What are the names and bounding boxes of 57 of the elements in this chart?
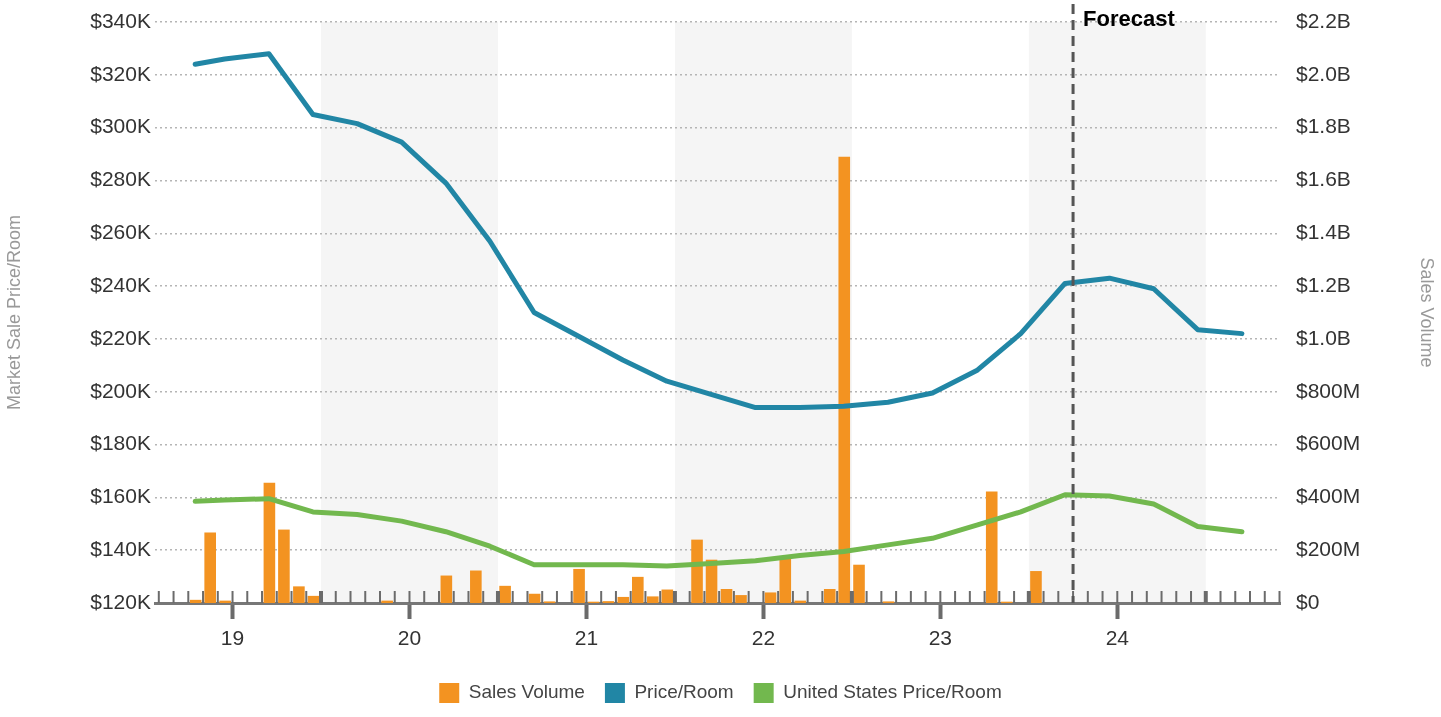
bar bbox=[528, 593, 541, 603]
y-tick-label: $320K bbox=[90, 61, 151, 85]
ref-line-label: Forecast bbox=[1083, 6, 1176, 32]
y-tick-label: $280K bbox=[90, 167, 151, 191]
y2-tick-label: $0 bbox=[1296, 589, 1320, 613]
y2-axis-title: Sales Volume bbox=[1417, 257, 1438, 368]
bar bbox=[823, 589, 836, 603]
x-tick-label: 23 bbox=[928, 626, 953, 650]
bar bbox=[204, 532, 216, 603]
bar bbox=[735, 595, 747, 603]
bar bbox=[853, 564, 865, 603]
x-tick-label: 24 bbox=[1105, 626, 1130, 650]
y-tick-label: $260K bbox=[90, 220, 151, 244]
bar bbox=[1030, 571, 1042, 603]
bar bbox=[293, 586, 305, 603]
y2-tick-label: $1.0B bbox=[1296, 325, 1351, 349]
bar bbox=[985, 491, 998, 603]
bar bbox=[573, 568, 585, 603]
legend-label: Price/Room bbox=[634, 681, 734, 703]
y2-tick-label: $800M bbox=[1296, 378, 1361, 402]
x-tick-label: 21 bbox=[574, 626, 599, 650]
bar bbox=[647, 596, 659, 603]
bar bbox=[278, 529, 290, 603]
x-tick-label: 20 bbox=[397, 626, 422, 650]
bar bbox=[691, 539, 703, 603]
y2-tick-label: $1.4B bbox=[1296, 220, 1351, 244]
y2-tick-label: $600M bbox=[1296, 431, 1361, 455]
y-tick-label: $140K bbox=[90, 536, 151, 560]
bar bbox=[764, 592, 777, 603]
y-tick-label: $240K bbox=[90, 272, 151, 296]
bar bbox=[470, 570, 482, 603]
y2-tick-label: $200M bbox=[1296, 536, 1361, 560]
bar bbox=[632, 576, 644, 603]
y-tick-label: $200K bbox=[90, 378, 151, 402]
bar bbox=[440, 575, 453, 603]
y-tick-label: $120K bbox=[90, 589, 151, 613]
y2-tick-label: $2.0B bbox=[1296, 61, 1351, 85]
y2-tick-label: $1.8B bbox=[1296, 114, 1351, 138]
bar bbox=[617, 596, 630, 603]
y2-tick-label: $400M bbox=[1296, 484, 1361, 508]
x-tick-label: 22 bbox=[751, 626, 776, 650]
y2-tick-label: $1.6B bbox=[1296, 167, 1351, 191]
bar bbox=[263, 482, 276, 603]
y-tick-label: $160K bbox=[90, 484, 151, 508]
y2-tick-label: $1.2B bbox=[1296, 272, 1351, 296]
bar bbox=[838, 156, 851, 603]
y-axis-title: Market Sale Price/Room bbox=[3, 214, 24, 411]
y-tick-label: $180K bbox=[90, 431, 151, 455]
bar bbox=[720, 589, 733, 603]
y2-tick-label: $2.2B bbox=[1296, 8, 1351, 32]
bar bbox=[779, 556, 792, 603]
y-tick-label: $340K bbox=[90, 8, 151, 32]
legend-label: United States Price/Room bbox=[783, 681, 1002, 703]
x-tick-label: 19 bbox=[220, 626, 245, 650]
legend-label: Sales Volume bbox=[468, 681, 585, 703]
y-tick-label: $220K bbox=[90, 325, 151, 349]
y-tick-label: $300K bbox=[90, 114, 151, 138]
